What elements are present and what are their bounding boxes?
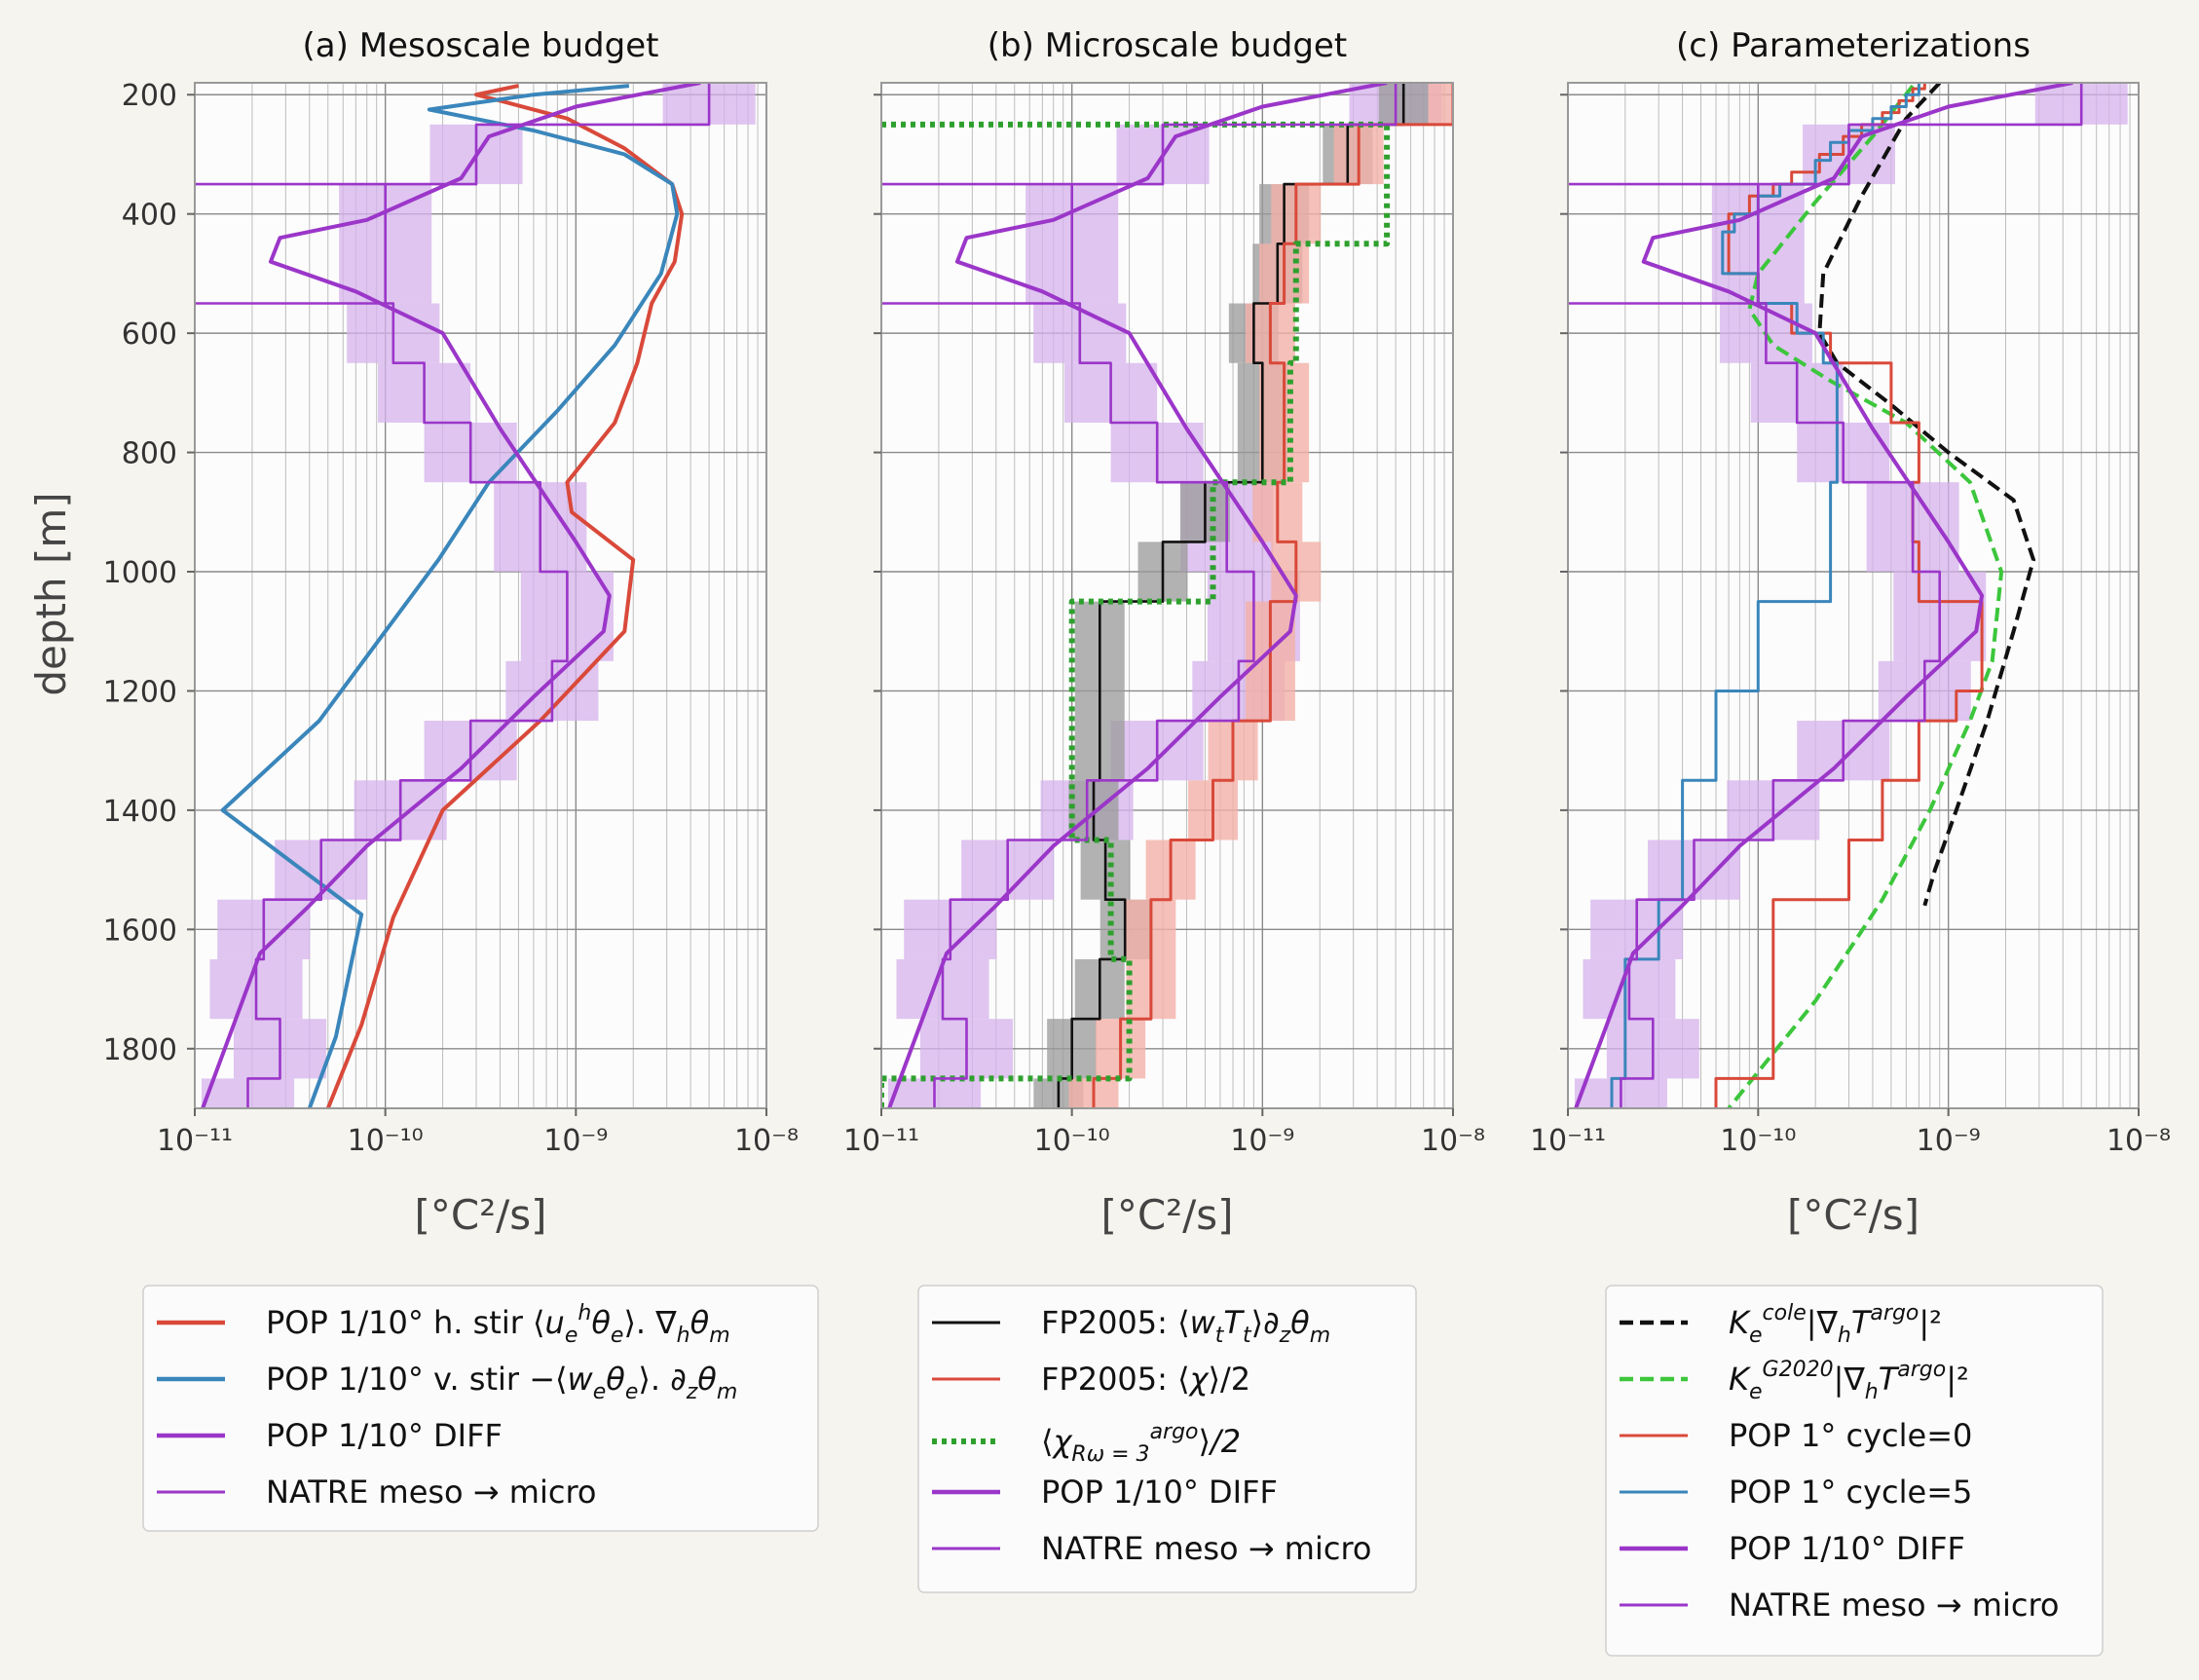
panel-c-parameterizations: (c) Parameterizations 10⁻¹¹ 10⁻¹⁰ 10⁻⁹ 10⁻⁸ [… bbox=[1530, 26, 2171, 1239]
legend-label: POP 1/10° DIFF bbox=[1729, 1530, 1965, 1567]
legend-label: Kecole|∇hTargo|² bbox=[1729, 1301, 1942, 1348]
legend-label: POP 1/10° h. stir ⟨uehθe⟩. ∇hθm bbox=[266, 1301, 730, 1348]
x-tick-label: 10⁻¹¹ bbox=[843, 1124, 919, 1158]
legend-label: POP 1° cycle=0 bbox=[1729, 1417, 1972, 1454]
legend-box bbox=[1605, 1285, 2104, 1657]
series-line-5 bbox=[1568, 83, 2083, 1108]
x-tick-label: 10⁻¹⁰ bbox=[1720, 1124, 1796, 1158]
series-line-0 bbox=[1057, 83, 1405, 1108]
x-tick-label: 10⁻⁸ bbox=[2106, 1124, 2171, 1158]
panel-title: (a) Mesoscale budget bbox=[303, 26, 659, 65]
series-line-4 bbox=[881, 83, 1398, 1108]
legend-label: KeG2020|∇hTargo|² bbox=[1729, 1358, 1969, 1404]
legend-label: NATRE meso → micro bbox=[266, 1474, 596, 1511]
panel-a-mesoscale-budget: (a) Mesoscale budget 10⁻¹¹ 10⁻¹⁰ 10⁻⁹ 10⁻⁸ 20… bbox=[103, 26, 799, 1239]
series-line-0 bbox=[1817, 83, 2035, 907]
legend-b: FP2005: ⟨wtTt⟩∂zθm FP2005: ⟨χ⟩/2 ⟨χRω = 3a… bbox=[917, 1285, 1417, 1593]
legend-c: Kecole|∇hTargo|² KeG2020|∇hTargo|² POP 1° … bbox=[1605, 1285, 2104, 1657]
series-line-3 bbox=[1610, 83, 1920, 1108]
series-line-0 bbox=[325, 84, 685, 1108]
x-tick-label: 10⁻¹¹ bbox=[157, 1124, 233, 1158]
y-tick-label: 600 bbox=[122, 317, 177, 352]
legend-label: NATRE meso → micro bbox=[1729, 1587, 2059, 1624]
panel-title: (b) Microscale budget bbox=[988, 26, 1347, 65]
panel-title: (c) Parameterizations bbox=[1676, 26, 2031, 65]
legend-label: POP 1° cycle=5 bbox=[1729, 1474, 1972, 1511]
x-tick-label: 10⁻⁹ bbox=[1917, 1124, 1981, 1158]
legend-label: ⟨χRω = 3argo⟩/2 bbox=[1041, 1420, 1241, 1467]
y-tick-label: 800 bbox=[122, 437, 177, 471]
x-axis-label: [°C²/s] bbox=[415, 1191, 547, 1239]
x-tick-label: 10⁻¹¹ bbox=[1530, 1124, 1606, 1158]
y-tick-label: 1200 bbox=[103, 675, 177, 709]
fp2005-band bbox=[1428, 83, 1453, 125]
x-tick-label: 10⁻¹⁰ bbox=[348, 1124, 424, 1158]
x-tick-label: 10⁻⁸ bbox=[1421, 1124, 1485, 1158]
axes-frame bbox=[1567, 82, 2140, 1109]
y-tick-label: 1800 bbox=[103, 1033, 177, 1067]
legend-label: NATRE meso → micro bbox=[1041, 1530, 1371, 1567]
x-tick-label: 10⁻⁹ bbox=[543, 1124, 608, 1158]
series-line-1 bbox=[1092, 83, 1453, 1108]
series-line-1 bbox=[1727, 84, 2004, 1108]
legend-label: FP2005: ⟨wtTt⟩∂zθm bbox=[1041, 1304, 1330, 1348]
series-line-2 bbox=[881, 121, 1391, 1108]
axes-frame bbox=[880, 82, 1454, 1109]
legend-label: POP 1/10° DIFF bbox=[1041, 1474, 1278, 1511]
y-tick-label: 200 bbox=[122, 79, 177, 113]
x-tick-label: 10⁻⁸ bbox=[734, 1124, 799, 1158]
series-line-2 bbox=[1714, 83, 1984, 1108]
legend-box bbox=[917, 1285, 1417, 1593]
axes-frame bbox=[194, 82, 767, 1109]
series-line-3 bbox=[195, 83, 711, 1108]
legend-label: POP 1/10° DIFF bbox=[266, 1417, 503, 1454]
panel-b-microscale-budget: (b) Microscale budget 10⁻¹¹ 10⁻¹⁰ 10⁻⁹ 10⁻⁸ [… bbox=[843, 26, 1485, 1239]
y-tick-label: 400 bbox=[122, 199, 177, 233]
x-tick-label: 10⁻⁹ bbox=[1230, 1124, 1294, 1158]
y-tick-label: 1000 bbox=[103, 556, 177, 590]
legend-a: POP 1/10° h. stir ⟨uehθe⟩. ∇hθm POP 1/10°… bbox=[142, 1285, 819, 1532]
x-tick-label: 10⁻¹⁰ bbox=[1034, 1124, 1110, 1158]
y-tick-label: 1600 bbox=[103, 914, 177, 948]
x-axis-label: [°C²/s] bbox=[1101, 1191, 1234, 1239]
legend-label: FP2005: ⟨χ⟩/2 bbox=[1041, 1361, 1250, 1398]
legend-box bbox=[142, 1285, 819, 1532]
y-axis-label: depth [m] bbox=[27, 492, 75, 695]
x-axis-label: [°C²/s] bbox=[1787, 1191, 1919, 1239]
y-tick-label: 1400 bbox=[103, 795, 177, 829]
legend-label: POP 1/10° v. stir −⟨weθe⟩. ∂zθm bbox=[266, 1361, 737, 1404]
